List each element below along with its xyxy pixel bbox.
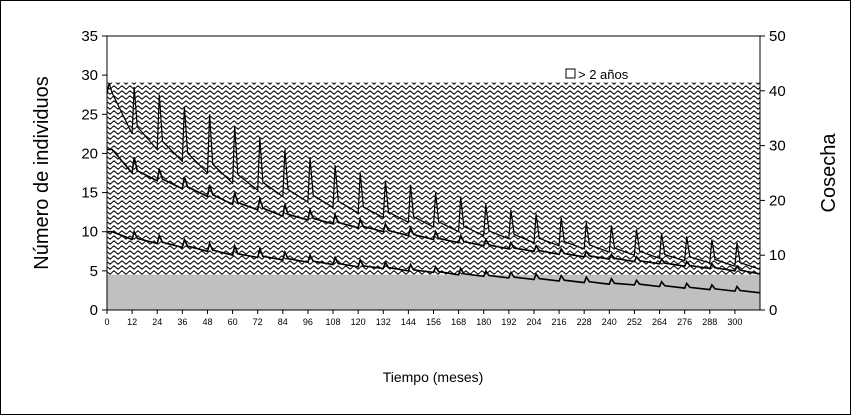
x-tick-label: 132 — [376, 317, 391, 327]
legend-label: > 2 años — [578, 67, 629, 82]
y-left-tick-label: 5 — [90, 263, 98, 280]
grey-area — [107, 274, 760, 310]
x-tick-label: 60 — [228, 317, 238, 327]
y-right-tick-label: 10 — [769, 247, 786, 264]
x-tick-label: 288 — [702, 317, 717, 327]
x-tick-label: 96 — [303, 317, 313, 327]
y-left-tick-label: 10 — [81, 224, 98, 241]
x-tick-label: 264 — [652, 317, 667, 327]
x-tick-label: 72 — [253, 317, 263, 327]
x-tick-label: 0 — [104, 317, 109, 327]
x-tick-label: 228 — [577, 317, 592, 327]
y-right-tick-label: 40 — [769, 83, 786, 100]
axis-ticks — [102, 35, 765, 314]
series-line-3 — [107, 229, 761, 294]
axis-tick-labels: 0 5 10 15 20 25 30 35 0 10 20 30 40 50 0 12 24 36 48 60 72 84… — [81, 28, 785, 327]
x-tick-label: 216 — [552, 317, 567, 327]
series-line-2 — [107, 148, 761, 275]
x-tick-label: 108 — [326, 317, 341, 327]
x-axis-title: Tiempo (meses) — [383, 369, 484, 385]
y-left-tick-label: 20 — [81, 145, 98, 162]
legend-swatch — [565, 68, 576, 79]
y-left-tick-label: 35 — [81, 28, 98, 45]
y-left-tick-label: 25 — [81, 106, 98, 123]
x-tick-label: 36 — [177, 317, 187, 327]
x-tick-label: 192 — [501, 317, 516, 327]
x-tick-label: 156 — [426, 317, 441, 327]
x-tick-label: 120 — [351, 317, 366, 327]
y-right-tick-label: 50 — [769, 28, 786, 45]
x-tick-label: 240 — [602, 317, 617, 327]
x-tick-label: 204 — [526, 317, 541, 327]
y-left-tick-label: 15 — [81, 185, 98, 202]
y-left-tick-label: 0 — [90, 302, 98, 319]
series-lines — [106, 82, 761, 294]
x-tick-label: 84 — [278, 317, 288, 327]
y-axis-right-title: Cosecha — [818, 133, 840, 213]
y-left-tick-label: 30 — [81, 67, 98, 84]
plot-areas — [107, 82, 760, 310]
y-right-tick-label: 30 — [769, 138, 786, 155]
y-right-tick-label: 20 — [769, 192, 786, 209]
x-tick-label: 24 — [152, 317, 162, 327]
x-tick-label: 12 — [127, 317, 137, 327]
y-axis-left-title: Número de individuos — [31, 76, 53, 269]
x-tick-label: 276 — [677, 317, 692, 327]
x-tick-label: 144 — [401, 317, 416, 327]
x-tick-label: 48 — [202, 317, 212, 327]
series-line-1 — [106, 82, 761, 270]
y-right-tick-label: 0 — [769, 302, 777, 319]
x-tick-label: 300 — [727, 317, 742, 327]
x-tick-label: 180 — [476, 317, 491, 327]
x-tick-label: 168 — [451, 317, 466, 327]
x-tick-label: 252 — [627, 317, 642, 327]
